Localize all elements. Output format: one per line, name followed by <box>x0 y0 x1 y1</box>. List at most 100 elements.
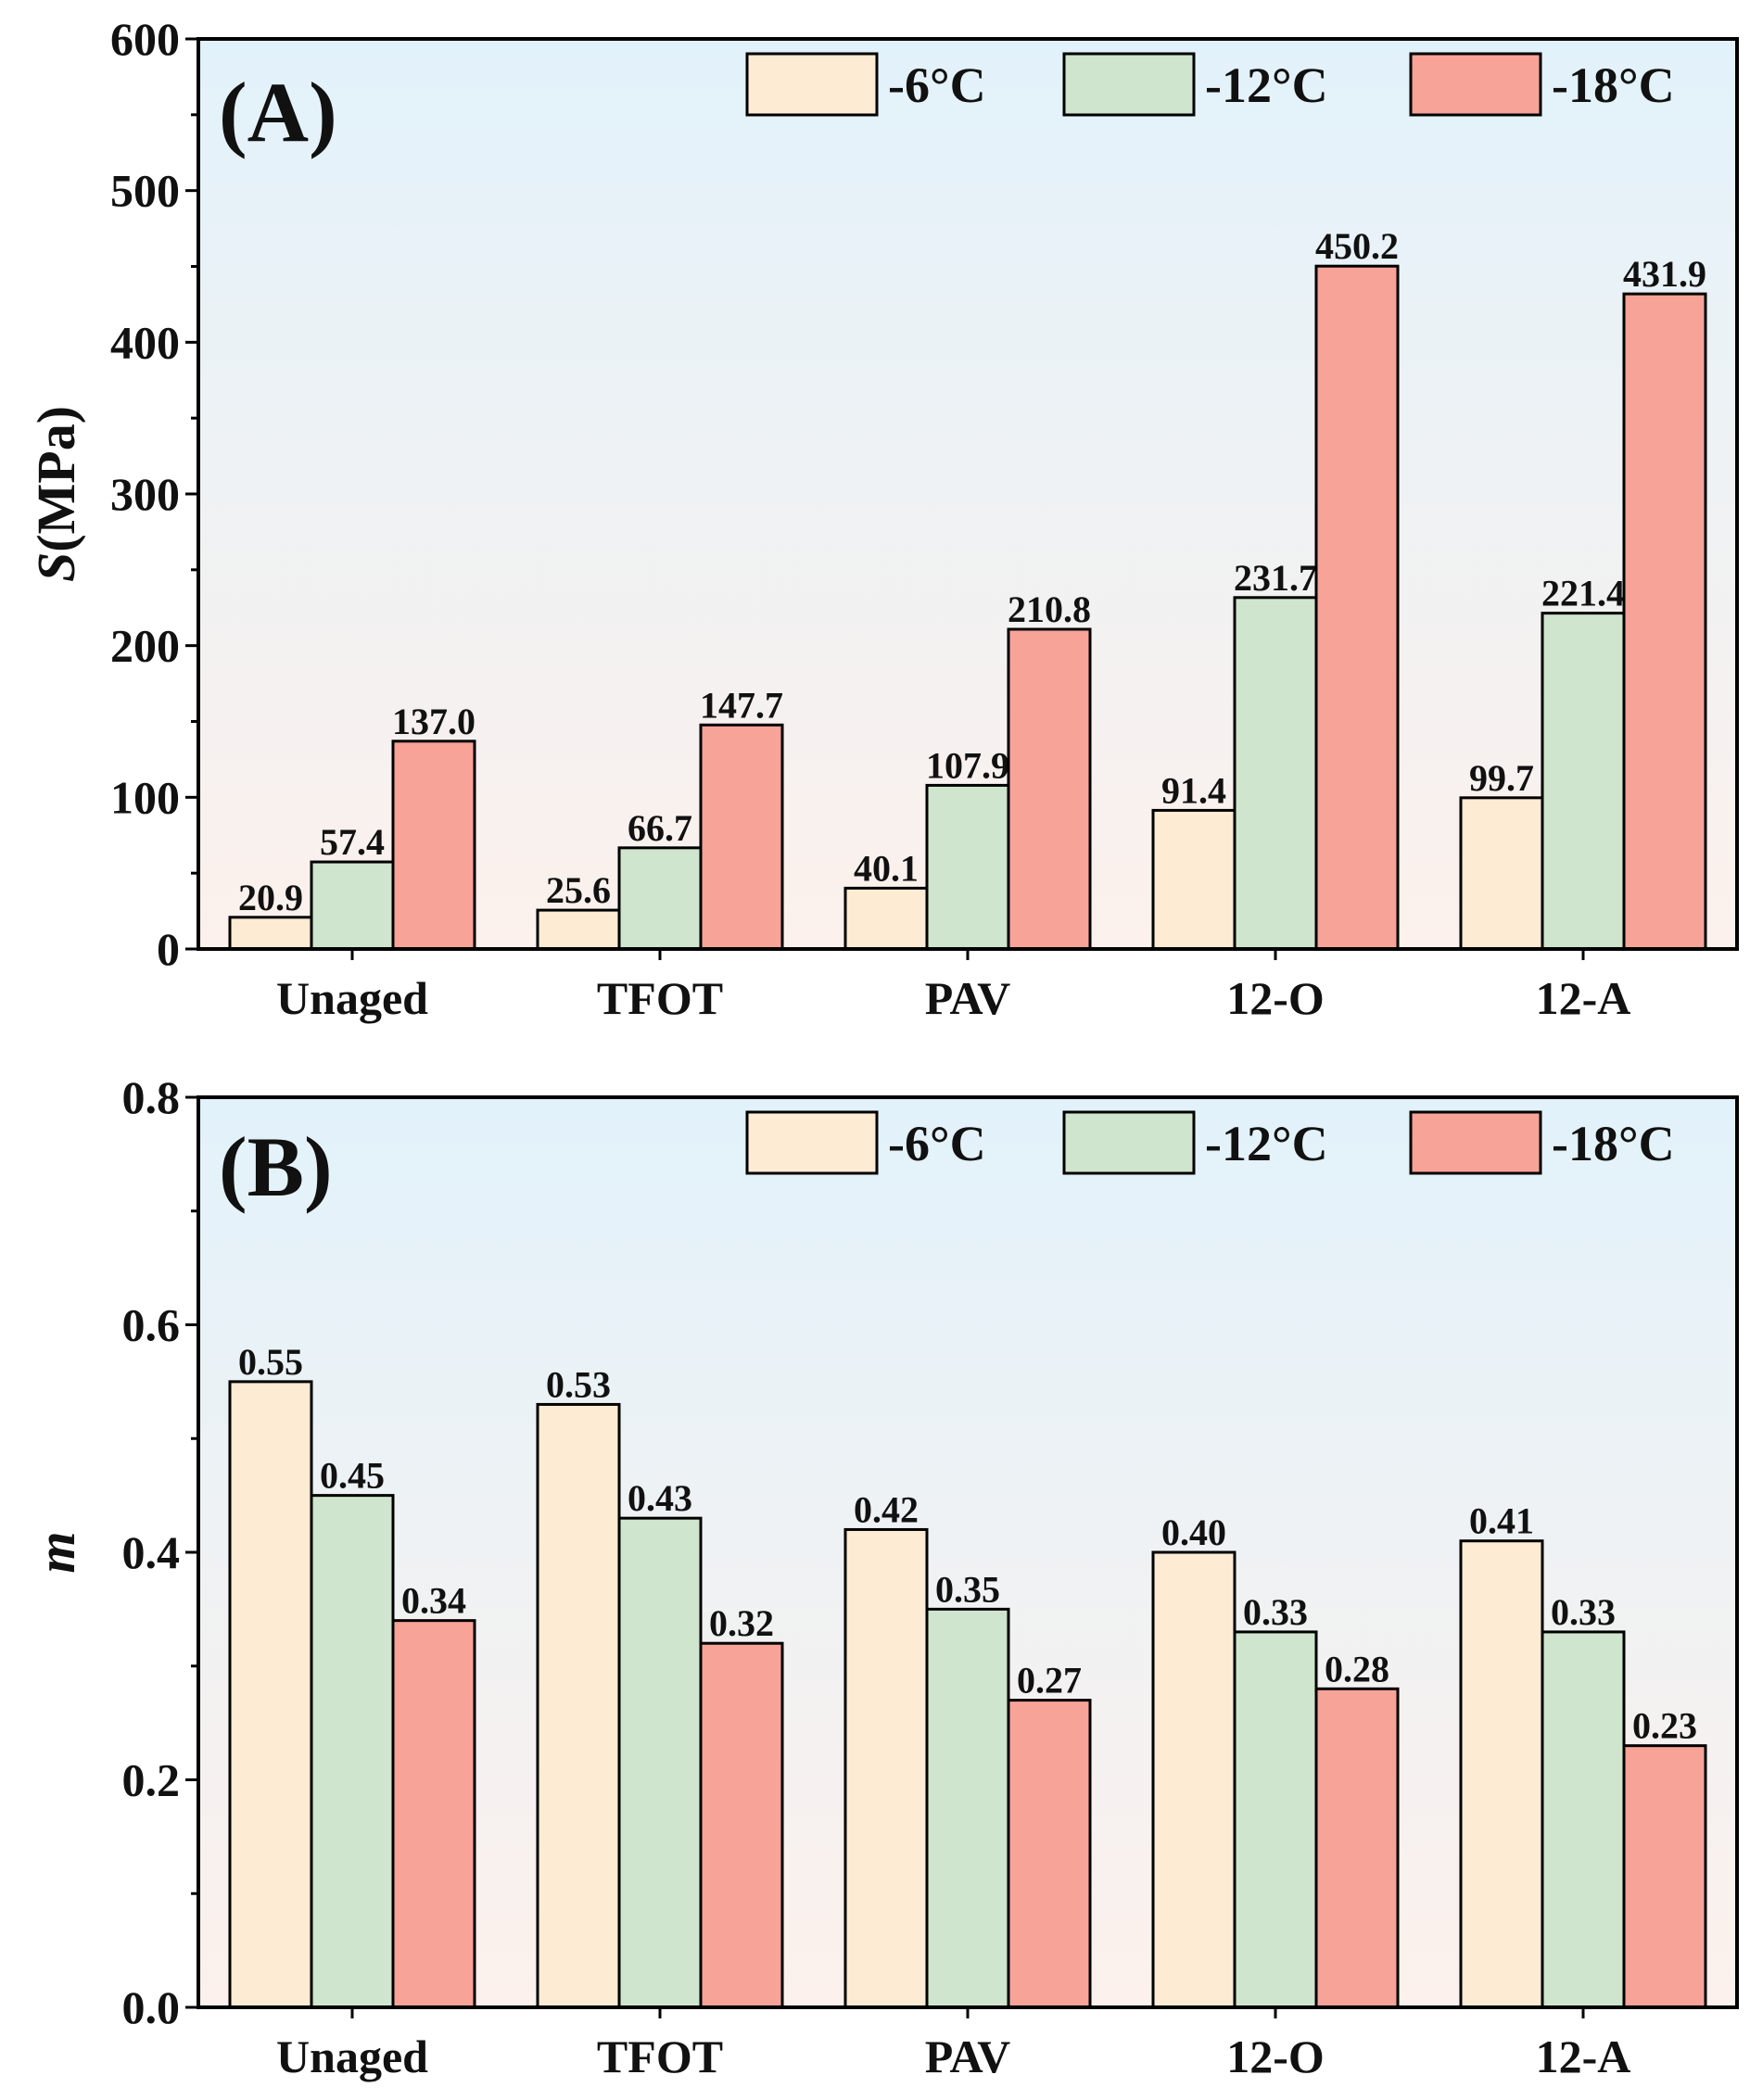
bar-b-pav-s0 <box>843 1527 929 2009</box>
legend-a: -6°C -12°C -18°C <box>745 52 1675 117</box>
legend-swatch-b-1 <box>1062 1110 1196 1175</box>
y-tick-label-a-6: 600 <box>110 13 180 65</box>
bar-b-12-a-s0 <box>1459 1539 1544 2009</box>
value-label-b-3-1: 0.33 <box>1243 1591 1308 1633</box>
legend-swatch-a-1 <box>1062 52 1196 117</box>
value-label-a-2-2: 210.8 <box>1008 588 1091 630</box>
bar-a-12-o-s0 <box>1151 808 1236 951</box>
y-tick-label-a-5: 500 <box>110 165 180 217</box>
value-label-b-2-2: 0.27 <box>1017 1660 1082 1702</box>
x-tick-label-b-0: Unaged <box>276 2030 428 2082</box>
value-label-a-4-2: 431.9 <box>1623 253 1706 295</box>
bar-a-unaged-s2 <box>391 740 476 951</box>
y-axis-title-a: S(MPa) <box>26 406 86 582</box>
y-tick-label-a-3: 300 <box>110 468 180 520</box>
bar-a-12-a-s0 <box>1459 796 1544 951</box>
legend-b: -6°C -12°C -18°C <box>745 1110 1675 1175</box>
bars-group-a: 20.9 57.4 137.0 25.6 66.7 147.7 40.1 107.9 210.8… <box>228 225 1707 951</box>
value-label-b-1-2: 0.32 <box>709 1602 774 1644</box>
legend-label-a-1: -12°C <box>1205 57 1328 113</box>
value-label-a-0-2: 137.0 <box>392 701 476 742</box>
value-label-a-2-1: 107.9 <box>926 744 1009 786</box>
y-tick-label-a-0: 0 <box>157 923 180 975</box>
value-label-b-3-0: 0.40 <box>1161 1512 1226 1553</box>
bar-a-12-o-s1 <box>1233 596 1318 951</box>
legend-label-a-0: -6°C <box>888 57 986 113</box>
bar-a-12-a-s1 <box>1541 612 1626 951</box>
value-label-b-2-1: 0.35 <box>935 1568 1000 1610</box>
value-label-b-2-0: 0.42 <box>854 1488 919 1530</box>
value-label-b-0-2: 0.34 <box>401 1580 466 1622</box>
y-tick-label-b-4: 0.8 <box>122 1071 181 1123</box>
bar-b-tfot-s0 <box>536 1402 621 2009</box>
plot-frame-b <box>197 1095 1739 2009</box>
plot-frame-a <box>197 37 1739 951</box>
x-tick-label-a-4: 12-A <box>1536 972 1631 1024</box>
bar-a-tfot-s1 <box>617 846 703 951</box>
y-tick-label-b-2: 0.4 <box>122 1526 181 1578</box>
legend-swatch-a-0 <box>745 52 879 117</box>
bar-b-tfot-s2 <box>699 1641 784 2009</box>
legend-label-b-1: -12°C <box>1205 1116 1328 1171</box>
bar-b-12-a-s1 <box>1541 1630 1626 2009</box>
x-tick-label-b-3: 12-O <box>1226 2030 1325 2082</box>
bar-b-12-o-s2 <box>1314 1687 1400 2009</box>
value-label-a-4-0: 99.7 <box>1469 757 1534 799</box>
y-tick-label-b-0: 0.0 <box>122 1981 181 2033</box>
chart-panel-a: 20.9 57.4 137.0 25.6 66.7 147.7 40.1 107.9 210.8… <box>26 13 1739 1024</box>
axis-ticks-group-b: Unaged TFOT PAV 12-O 12-A 0.0 0.2 0.4 0.6 0.8 <box>122 1071 1631 2082</box>
bar-a-unaged-s1 <box>310 860 395 951</box>
panel-tag-a: (A) <box>219 65 337 159</box>
value-label-a-3-1: 231.7 <box>1234 557 1317 599</box>
bar-b-unaged-s2 <box>391 1619 476 2009</box>
value-label-b-4-0: 0.41 <box>1469 1500 1534 1542</box>
bar-a-pav-s1 <box>925 783 1010 951</box>
bar-b-12-a-s2 <box>1622 1744 1707 2009</box>
bar-b-12-o-s1 <box>1233 1630 1318 2009</box>
x-tick-label-a-2: PAV <box>925 972 1011 1024</box>
value-label-b-0-1: 0.45 <box>320 1455 385 1497</box>
panel-tag-b: (B) <box>219 1120 333 1214</box>
value-label-a-1-0: 25.6 <box>546 869 611 911</box>
value-label-b-0-0: 0.55 <box>238 1341 303 1383</box>
bar-b-12-o-s0 <box>1151 1550 1236 2009</box>
value-label-b-1-1: 0.43 <box>628 1477 692 1519</box>
value-label-b-4-2: 0.23 <box>1632 1705 1697 1747</box>
y-tick-label-b-1: 0.2 <box>122 1754 181 1806</box>
bar-a-pav-s0 <box>843 886 929 951</box>
value-label-a-1-1: 66.7 <box>628 807 692 849</box>
axis-ticks-group-a: Unaged TFOT PAV 12-O 12-A 0 100 200 300 400 500 600 <box>110 13 1630 1024</box>
legend-swatch-b-2 <box>1409 1110 1542 1175</box>
bar-b-pav-s2 <box>1007 1699 1092 2009</box>
value-label-b-4-1: 0.33 <box>1551 1591 1616 1633</box>
value-label-a-0-0: 20.9 <box>238 877 303 918</box>
y-tick-label-a-1: 100 <box>110 771 180 823</box>
y-tick-label-a-4: 400 <box>110 316 180 368</box>
legend-label-b-0: -6°C <box>888 1116 986 1171</box>
legend-swatch-b-0 <box>745 1110 879 1175</box>
legend-label-a-2: -18°C <box>1552 57 1675 113</box>
value-label-a-0-1: 57.4 <box>320 821 385 863</box>
y-tick-label-a-2: 200 <box>110 620 180 672</box>
y-axis-title-b: m <box>26 1531 86 1573</box>
chart-panel-b: 0.550.450.340.530.430.320.420.350.270.40… <box>26 1071 1739 2082</box>
bar-b-unaged-s0 <box>228 1380 313 2009</box>
x-tick-label-b-2: PAV <box>925 2030 1011 2082</box>
y-tick-label-b-3: 0.6 <box>122 1299 181 1351</box>
bar-a-tfot-s2 <box>699 723 784 951</box>
value-label-a-2-0: 40.1 <box>854 847 919 889</box>
value-label-b-3-2: 0.28 <box>1325 1648 1389 1689</box>
bar-b-tfot-s1 <box>617 1516 703 2009</box>
x-tick-label-a-1: TFOT <box>597 972 723 1024</box>
value-label-a-1-2: 147.7 <box>700 684 783 726</box>
bar-a-12-o-s2 <box>1314 264 1400 951</box>
value-label-a-3-0: 91.4 <box>1161 769 1226 811</box>
x-tick-label-a-3: 12-O <box>1226 972 1325 1024</box>
bar-a-12-a-s2 <box>1622 292 1707 951</box>
bar-b-pav-s1 <box>925 1607 1010 2009</box>
value-label-a-4-1: 221.4 <box>1541 573 1625 614</box>
x-tick-label-a-0: Unaged <box>276 972 428 1024</box>
value-label-b-1-0: 0.53 <box>546 1363 611 1405</box>
bar-a-tfot-s0 <box>536 908 621 951</box>
